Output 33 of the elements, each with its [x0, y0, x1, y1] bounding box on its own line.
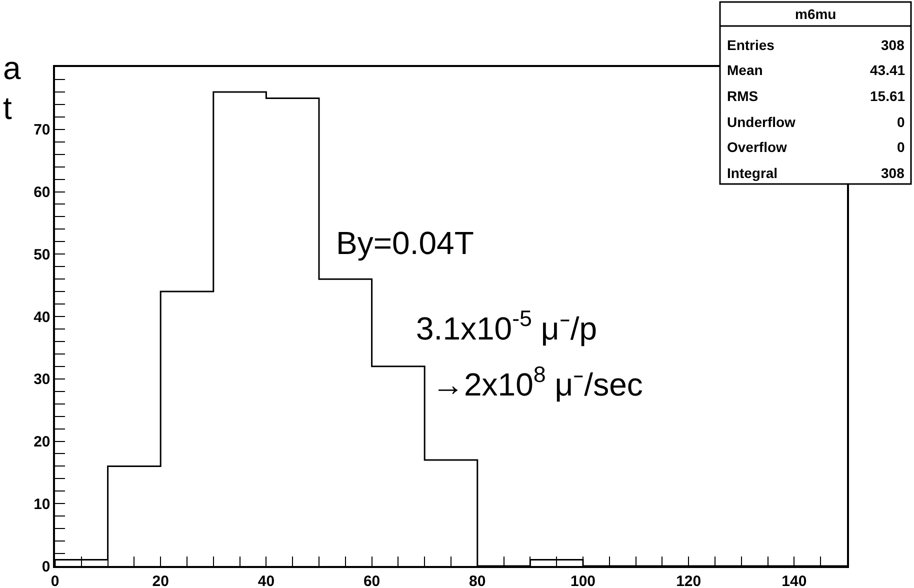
- text: m6mu: [795, 6, 836, 22]
- x-tick-label: 100: [570, 572, 596, 588]
- text: 0: [897, 139, 905, 155]
- text: 308: [881, 165, 905, 181]
- y-tick-label: 0: [42, 558, 50, 576]
- y-tick-label: 30: [34, 371, 50, 388]
- text: 308: [881, 37, 905, 53]
- annotation: Mean: [727, 62, 763, 78]
- x-tick-label: 20: [152, 572, 169, 588]
- annotation: By=0.04T: [336, 225, 474, 261]
- y-tick-label: 40: [34, 308, 50, 326]
- annotation: Integral: [727, 165, 778, 181]
- y-tick-label: 20: [34, 434, 50, 450]
- text: Entries: [727, 37, 775, 53]
- annotation: →2x10$^{8}$ μ⁻/sec: [432, 362, 643, 402]
- annotation: Underflow: [727, 114, 796, 130]
- text: t: [3, 90, 12, 126]
- x-tick-label: 80: [469, 572, 486, 588]
- text: a: [3, 50, 21, 86]
- x-tick-label: 120: [676, 572, 702, 588]
- text: 43.41: [870, 62, 906, 78]
- y-tick-label: 10: [34, 496, 50, 513]
- annotation: 3.1x10$^{-5}$ μ⁻/p: [416, 306, 598, 346]
- y-tick-label: 70: [34, 122, 50, 139]
- x-tick-label: 140: [782, 572, 807, 588]
- x-tick-label: 60: [363, 572, 380, 588]
- annotation: Overflow: [727, 139, 788, 155]
- text: 15.61: [870, 88, 906, 104]
- annotation: RMS: [727, 88, 758, 104]
- y-tick-label: 50: [34, 246, 50, 264]
- text: 0: [897, 114, 905, 130]
- y-tick-label: 60: [34, 184, 50, 201]
- x-tick-label: 40: [258, 572, 275, 588]
